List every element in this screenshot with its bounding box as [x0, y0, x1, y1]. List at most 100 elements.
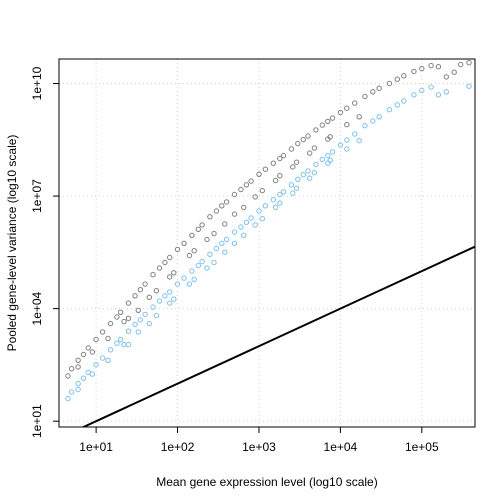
data-point-series-2: [80, 375, 87, 381]
data-point-series-1: [153, 288, 160, 294]
data-point-series-2: [300, 172, 306, 178]
data-point-series-1: [107, 320, 114, 327]
data-point-series-1: [156, 265, 163, 271]
data-point-series-1: [238, 186, 244, 193]
data-point-series-1: [466, 59, 472, 66]
data-point-series-2: [186, 281, 193, 287]
data-point-series-2: [132, 321, 138, 328]
y-axis-title: Pooled gene-level variance (log10 scale): [5, 135, 19, 352]
data-point-series-1: [189, 232, 195, 239]
data-point-series-2: [181, 275, 187, 281]
data-point-series-1: [243, 182, 250, 188]
y-tick-label: 1e+10: [30, 66, 44, 100]
data-point-series-1: [443, 74, 449, 80]
data-point-series-1: [241, 204, 247, 211]
x-axis-title: Mean gene expression level (log10 scale): [156, 475, 377, 489]
data-point-series-2: [311, 170, 318, 176]
data-point-series-2: [419, 87, 425, 94]
data-point-series-2: [344, 146, 350, 152]
data-point-series-1: [75, 357, 81, 363]
data-point-series-2: [241, 232, 247, 239]
data-point-series-1: [223, 199, 230, 205]
data-point-series-2: [248, 215, 254, 221]
data-point-series-2: [125, 328, 132, 334]
data-point-series-2: [68, 389, 75, 395]
data-point-series-2: [277, 200, 283, 206]
data-point-series-2: [270, 197, 276, 203]
data-point-series-1: [411, 68, 417, 75]
data-point-series-2: [362, 123, 368, 129]
data-point-series-1: [356, 114, 362, 120]
data-point-series-2: [325, 152, 331, 159]
x-tick-label: 1e+05: [405, 440, 439, 454]
data-point-series-1: [288, 146, 295, 152]
data-point-series-2: [428, 84, 434, 90]
data-point-series-1: [329, 115, 336, 121]
data-point-series-2: [305, 168, 311, 174]
data-point-series-1: [89, 349, 96, 355]
identity-line: [81, 245, 475, 427]
x-tick-label: 1e+03: [242, 440, 276, 454]
data-point-series-2: [352, 131, 358, 137]
data-point-series-1: [199, 222, 205, 228]
data-point-series-1: [85, 345, 91, 351]
data-point-series-2: [466, 83, 472, 89]
data-point-series-2: [150, 304, 156, 310]
data-point-series-1: [174, 246, 181, 253]
y-axis: 1e+01 1e+04 1e+07 1e+10: [30, 66, 59, 438]
data-point-series-1: [394, 76, 400, 82]
data-point-series-1: [125, 300, 132, 306]
data-point-series-2: [107, 347, 114, 353]
data-point-series-1: [259, 187, 265, 194]
data-point-series-2: [443, 89, 449, 95]
data-point-series-2: [167, 300, 173, 306]
data-point-series-2: [105, 357, 111, 363]
y-tick-label: 1e+07: [30, 179, 44, 213]
data-point-series-1: [262, 166, 269, 172]
y-tick-label: 1e+01: [30, 404, 44, 438]
data-point-series-2: [213, 245, 220, 252]
data-point-series-2: [207, 251, 213, 258]
data-point-series-2: [337, 142, 344, 148]
data-point-series-2: [75, 381, 81, 387]
data-point-series-2: [114, 340, 120, 346]
data-point-series-2: [238, 224, 244, 230]
data-point-series-2: [142, 311, 148, 318]
data-point-series-1: [121, 318, 127, 325]
x-tick-label: 1e+02: [161, 440, 195, 454]
data-point-series-2: [344, 137, 350, 143]
data-point-series-2: [256, 208, 262, 214]
data-point-series-1: [435, 64, 442, 70]
data-point-series-1: [295, 140, 301, 147]
data-point-series-1: [277, 173, 283, 179]
data-point-series-1: [280, 152, 287, 159]
data-point-series-2: [401, 98, 407, 104]
data-point-series-2: [167, 289, 173, 295]
data-point-series-1: [305, 133, 311, 139]
data-point-series-2: [117, 336, 124, 343]
data-point-series-2: [376, 114, 382, 120]
data-point-series-2: [174, 281, 181, 287]
data-point-series-1: [191, 248, 197, 254]
data-point-series-1: [137, 287, 144, 293]
data-point-series-1: [362, 93, 368, 100]
data-point-series-2: [99, 355, 106, 361]
data-point-series-2: [231, 229, 238, 235]
data-point-series-2: [262, 203, 269, 209]
data-point-series-1: [290, 164, 296, 170]
data-point-series-1: [272, 177, 279, 184]
data-point-series-2: [329, 149, 336, 155]
data-point-series-2: [135, 329, 142, 335]
data-point-series-1: [325, 118, 331, 125]
data-point-series-1: [248, 178, 254, 184]
data-point-series-2: [199, 258, 205, 265]
data-point-series-1: [99, 329, 106, 335]
data-point-series-1: [167, 274, 173, 280]
data-point-series-2: [259, 216, 265, 222]
data-point-series-1: [162, 259, 168, 266]
data-point-series-2: [435, 92, 442, 98]
data-point-series-2: [231, 240, 238, 247]
x-tick-label: 1e+01: [79, 440, 113, 454]
data-point-series-2: [356, 137, 362, 144]
